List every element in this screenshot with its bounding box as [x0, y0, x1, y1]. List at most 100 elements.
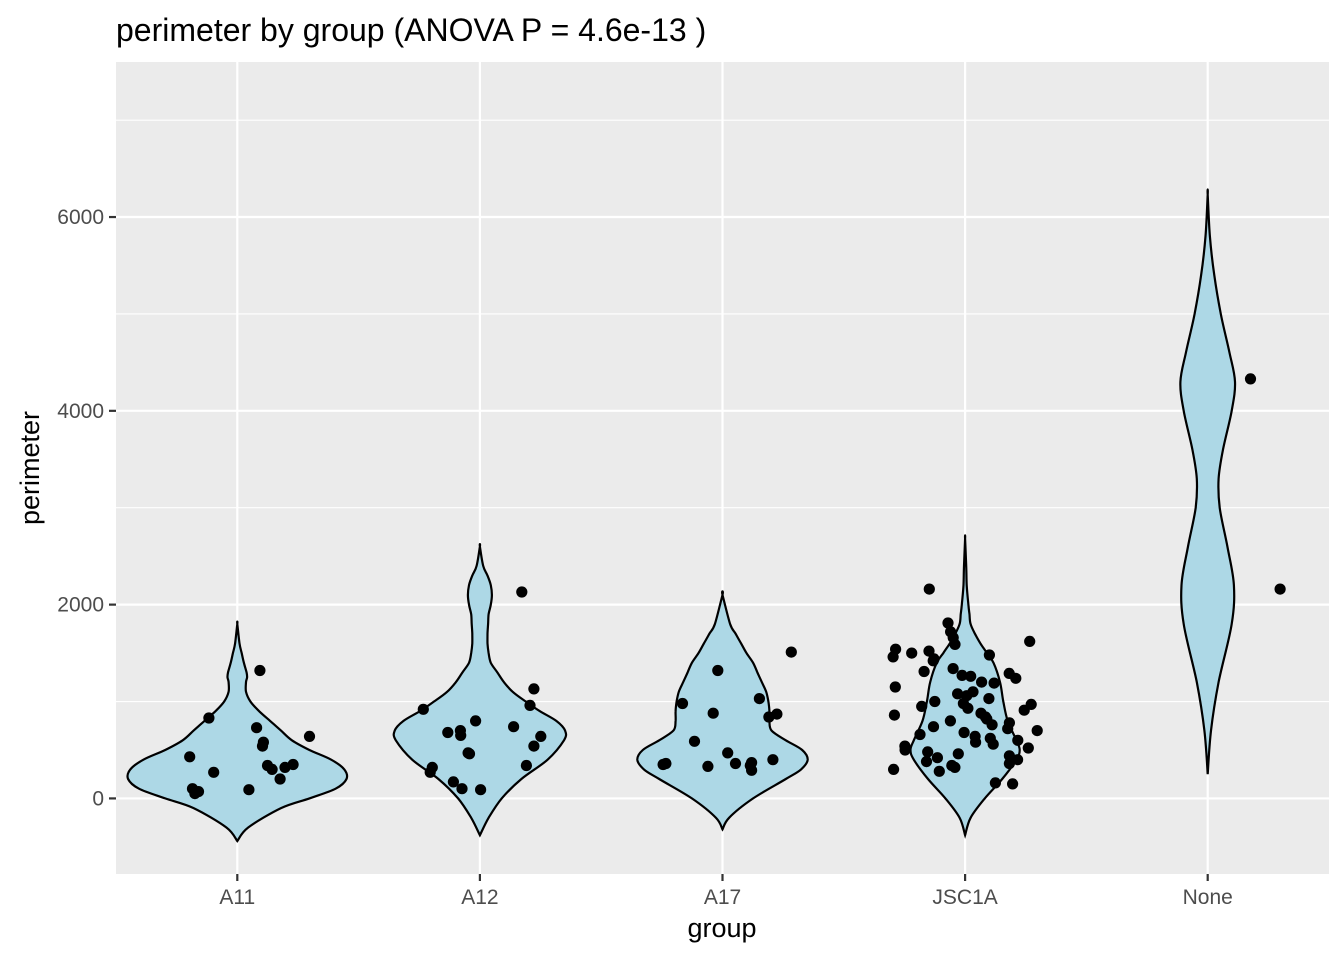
data-point — [1012, 734, 1024, 746]
data-point — [1002, 723, 1014, 735]
violin-A11 — [126, 620, 349, 843]
y-axis: 0 2000 4000 6000 — [57, 206, 116, 810]
data-point — [1022, 742, 1034, 754]
data-point — [470, 715, 482, 727]
data-point — [1024, 635, 1036, 648]
data-point — [274, 773, 286, 785]
y-tick-label: 4000 — [57, 400, 104, 423]
data-point — [944, 715, 957, 727]
data-point — [712, 664, 724, 677]
data-point — [983, 693, 995, 705]
data-point — [1010, 672, 1022, 684]
data-point — [956, 669, 968, 682]
data-point — [251, 722, 263, 734]
data-point — [753, 693, 766, 705]
data-point — [949, 638, 961, 651]
data-point — [528, 683, 540, 695]
y-axis-title: perimeter — [15, 411, 45, 525]
y-tick-label: 6000 — [57, 206, 104, 229]
data-point — [208, 766, 220, 778]
data-point — [475, 784, 487, 796]
data-point — [899, 744, 911, 756]
data-point — [888, 709, 901, 721]
x-tick-label: A12 — [461, 886, 498, 909]
data-point — [657, 758, 669, 771]
data-point — [707, 707, 719, 719]
data-point — [184, 751, 196, 763]
data-point — [962, 702, 974, 714]
data-point — [746, 764, 758, 776]
data-point — [929, 695, 941, 708]
data-point — [1003, 757, 1016, 770]
data-point — [1244, 373, 1257, 385]
data-point — [965, 670, 977, 682]
data-point — [931, 752, 944, 764]
data-point — [942, 617, 954, 629]
data-point — [528, 740, 540, 752]
data-point — [987, 738, 999, 750]
data-point — [688, 735, 701, 747]
data-point — [455, 729, 467, 742]
data-point — [516, 586, 528, 598]
data-point — [1031, 725, 1043, 737]
data-point — [952, 688, 964, 700]
data-point — [914, 728, 926, 741]
data-point — [916, 700, 928, 713]
data-point — [970, 736, 982, 748]
data-point — [1274, 583, 1286, 595]
data-point — [958, 726, 970, 739]
data-point — [303, 730, 316, 743]
data-point — [785, 646, 797, 658]
points — [184, 373, 1286, 800]
data-point — [986, 719, 998, 731]
data-point — [520, 759, 533, 772]
data-point — [507, 721, 520, 733]
data-point — [189, 788, 201, 800]
data-point — [920, 756, 933, 768]
data-point — [918, 665, 930, 678]
data-point — [702, 760, 714, 773]
chart-title: perimeter by group (ANOVA P = 4.6e-13 ) — [116, 12, 706, 48]
data-point — [922, 746, 934, 758]
violin-None — [1179, 188, 1237, 775]
data-point — [1018, 704, 1030, 716]
data-point — [983, 649, 996, 661]
data-point — [203, 712, 215, 724]
data-point — [989, 777, 1002, 789]
x-axis-title: group — [687, 913, 756, 943]
data-point — [888, 763, 900, 776]
data-point — [976, 676, 988, 688]
violin-A17 — [636, 590, 809, 832]
data-point — [767, 754, 779, 766]
data-point — [424, 766, 436, 778]
data-point — [722, 747, 734, 759]
data-point — [923, 583, 935, 595]
x-tick-label: None — [1183, 886, 1233, 909]
data-point — [442, 726, 454, 739]
data-point — [927, 655, 939, 667]
data-point — [447, 776, 459, 788]
data-point — [456, 783, 468, 795]
data-point — [952, 748, 964, 760]
y-tick-label: 2000 — [57, 594, 104, 617]
data-point — [524, 699, 536, 712]
data-point — [933, 765, 945, 777]
data-point — [463, 748, 476, 760]
x-axis: A11 A12 A17 JSC1A None — [219, 874, 1233, 909]
data-point — [927, 721, 940, 733]
y-tick-label: 0 — [92, 787, 104, 810]
data-point — [417, 703, 429, 715]
data-point — [949, 761, 961, 774]
data-point — [889, 681, 901, 693]
x-tick-label: JSC1A — [932, 886, 997, 909]
data-point — [279, 761, 291, 774]
data-point — [535, 730, 547, 743]
data-point — [676, 697, 689, 710]
x-tick-label: A17 — [704, 886, 741, 909]
data-point — [763, 711, 775, 723]
data-point — [947, 663, 959, 675]
data-point — [1007, 778, 1019, 790]
data-point — [243, 784, 255, 796]
data-point — [266, 763, 278, 776]
